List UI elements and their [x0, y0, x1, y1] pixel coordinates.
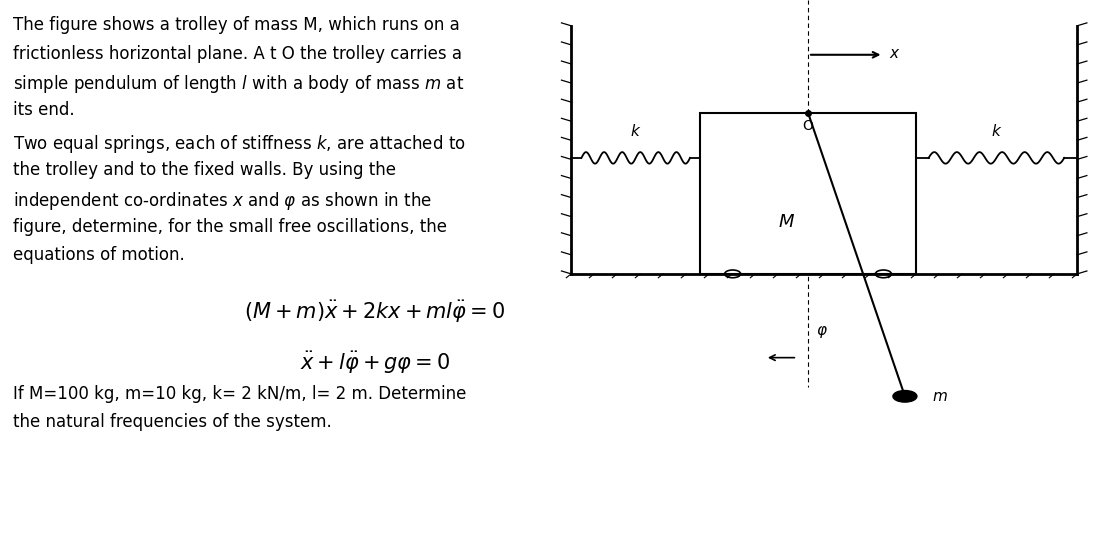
Text: the natural frequencies of the system.: the natural frequencies of the system.: [13, 413, 332, 432]
Text: its end.: its end.: [13, 101, 75, 120]
Bar: [700, 113, 916, 274]
Text: $M$: $M$: [778, 213, 795, 231]
Text: Two equal springs, each of stiffness $k$, are attached to: Two equal springs, each of stiffness $k$…: [13, 133, 466, 155]
Text: equations of motion.: equations of motion.: [13, 246, 185, 265]
Circle shape: [892, 390, 917, 402]
Text: simple pendulum of length $l$ with a body of mass $m$ at: simple pendulum of length $l$ with a bod…: [13, 73, 464, 95]
Text: O: O: [803, 119, 814, 133]
Text: $\ddot{x} + l\ddot{\varphi} + g\varphi = 0$: $\ddot{x} + l\ddot{\varphi} + g\varphi =…: [300, 350, 450, 376]
Text: $k$: $k$: [630, 122, 642, 139]
Text: the trolley and to the fixed walls. By using the: the trolley and to the fixed walls. By u…: [13, 161, 396, 179]
Text: $x$: $x$: [889, 46, 900, 61]
Text: $k$: $k$: [991, 122, 1002, 139]
Text: $\varphi$: $\varphi$: [816, 324, 828, 340]
Text: frictionless horizontal plane. A t O the trolley carries a: frictionless horizontal plane. A t O the…: [13, 45, 463, 63]
Text: $m$: $m$: [931, 389, 948, 404]
Text: $(M + m)\ddot{x} + 2kx + ml\ddot{\varphi} = 0$: $(M + m)\ddot{x} + 2kx + ml\ddot{\varphi…: [244, 299, 505, 325]
Text: If M=100 kg, m=10 kg, k= 2 kN/m, l= 2 m. Determine: If M=100 kg, m=10 kg, k= 2 kN/m, l= 2 m.…: [13, 385, 466, 403]
Text: figure, determine, for the small free oscillations, the: figure, determine, for the small free os…: [13, 218, 447, 236]
Text: The figure shows a trolley of mass M, which runs on a: The figure shows a trolley of mass M, wh…: [13, 16, 460, 34]
Text: independent co-ordinates $x$ and $\varphi$ as shown in the: independent co-ordinates $x$ and $\varph…: [13, 190, 432, 212]
